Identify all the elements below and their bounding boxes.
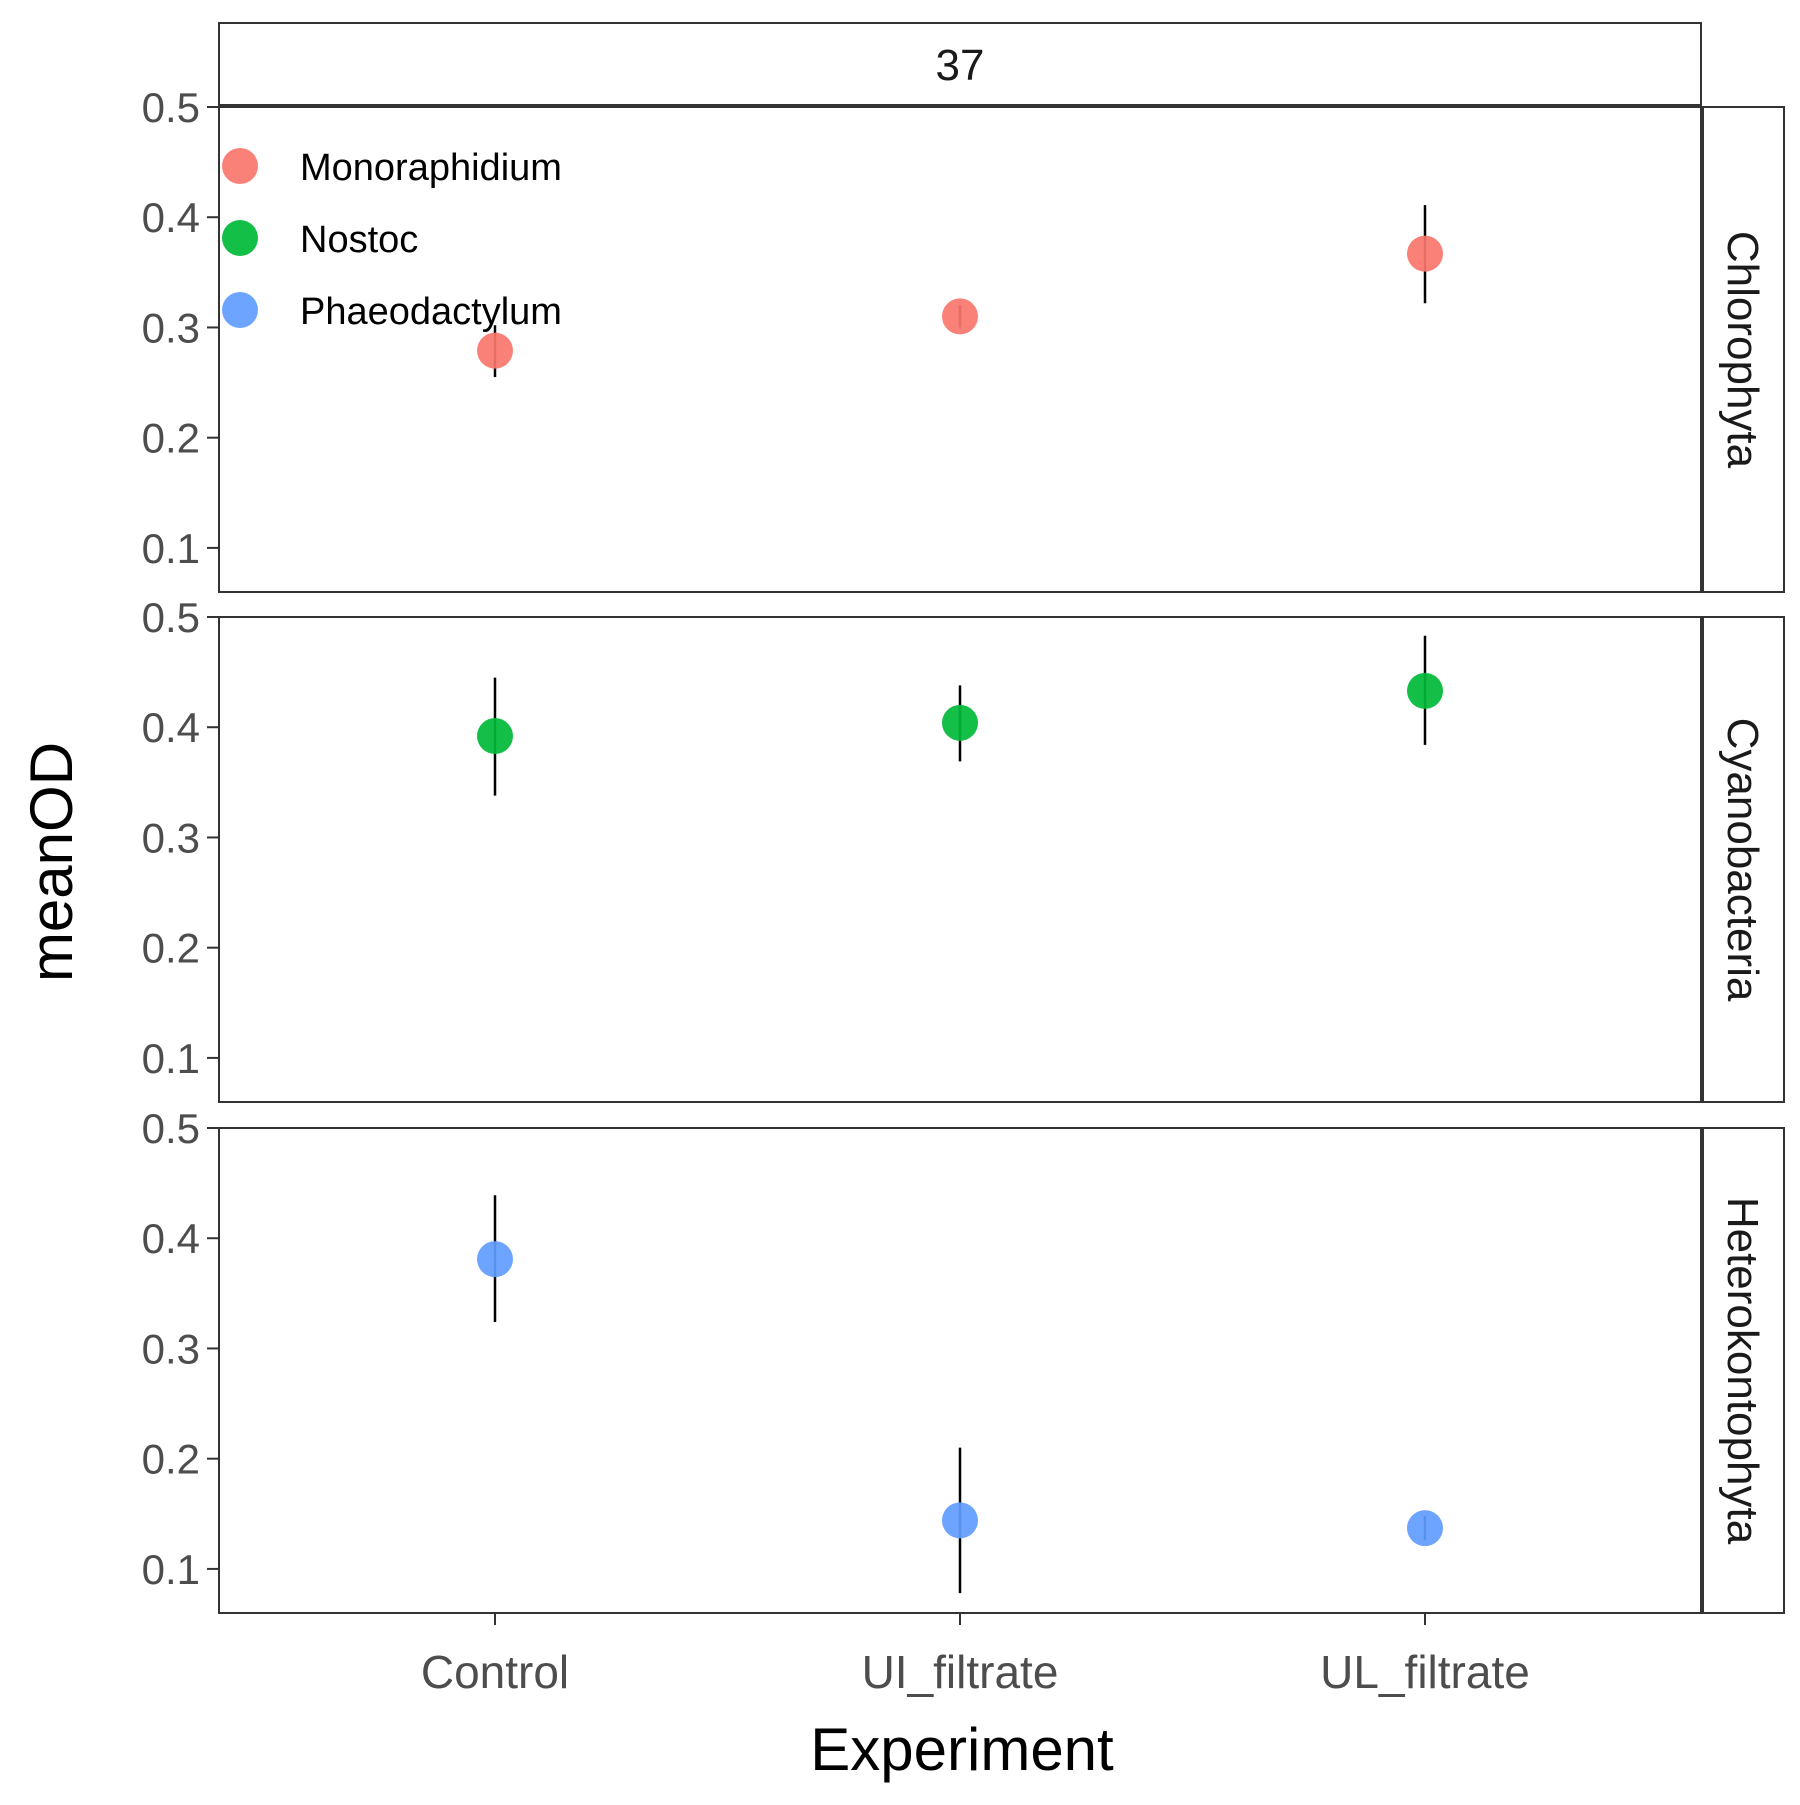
- row-facet-label: Chlorophyta: [1718, 231, 1767, 469]
- y-tick-label: 0.4: [142, 1215, 200, 1262]
- data-point: [942, 1502, 978, 1539]
- facet-strips: 37 Chlorophyta Cyanobacteria Heterokontophy…: [218, 22, 1785, 1614]
- y-tick-label: 0.2: [142, 415, 200, 462]
- x-tick-label: UI_filtrate: [862, 1646, 1059, 1698]
- data-marks: [477, 205, 1443, 1594]
- row-facet-strip: [1702, 106, 1785, 593]
- x-axis: Control UI_filtrate UL_filtrate: [421, 1613, 1530, 1698]
- y-tick-label: 0.5: [142, 84, 200, 131]
- y-axes: 0.1 0.2 0.3 0.4 0.5 0.1 0.2 0.3 0.4 0.5 0.1 0.2 0.3 0…: [142, 84, 219, 1593]
- y-tick-label: 0.1: [142, 1546, 200, 1593]
- legend-label: Phaeodactylum: [300, 291, 562, 333]
- y-tick-label: 0.5: [142, 1105, 200, 1152]
- x-axis-title: Experiment: [810, 1716, 1114, 1783]
- column-facet-strip: [218, 22, 1702, 106]
- y-axis-title: meanOD: [18, 742, 85, 982]
- row-facet-strip: [1702, 1127, 1785, 1614]
- y-tick-label: 0.4: [142, 704, 200, 751]
- data-point: [477, 718, 513, 755]
- y-tick-label: 0.2: [142, 1436, 200, 1483]
- row-facet-label: Heterokontophyta: [1718, 1197, 1767, 1545]
- y-tick-label: 0.5: [142, 594, 200, 641]
- data-point: [942, 704, 978, 741]
- panel-frame: [218, 1127, 1702, 1614]
- legend: Monoraphidium Nostoc Phaeodactylum: [222, 147, 562, 333]
- y-tick-label: 0.3: [142, 304, 200, 351]
- panel-frame: [218, 106, 1702, 593]
- legend-label: Nostoc: [300, 219, 418, 261]
- data-point: [477, 332, 513, 369]
- row-facet-label: Cyanobacteria: [1718, 718, 1767, 1002]
- legend-key: [222, 220, 258, 256]
- y-tick-label: 0.1: [142, 525, 200, 572]
- legend-label: Monoraphidium: [300, 147, 562, 189]
- y-tick-label: 0.3: [142, 814, 200, 861]
- data-point: [1407, 235, 1443, 272]
- legend-key: [222, 148, 258, 184]
- y-tick-label: 0.1: [142, 1035, 200, 1082]
- data-point: [942, 298, 978, 335]
- axis-titles: Experiment meanOD: [18, 742, 1114, 1783]
- x-tick-label: UL_filtrate: [1320, 1646, 1530, 1698]
- legend-key: [222, 292, 258, 328]
- data-point: [1407, 672, 1443, 709]
- column-facet-label: 37: [936, 41, 985, 90]
- y-tick-label: 0.2: [142, 925, 200, 972]
- data-point: [1407, 1510, 1443, 1547]
- y-tick-label: 0.3: [142, 1325, 200, 1372]
- row-facet-strip: [1702, 616, 1785, 1103]
- x-tick-label: Control: [421, 1646, 569, 1698]
- data-point: [477, 1241, 513, 1278]
- y-tick-label: 0.4: [142, 194, 200, 241]
